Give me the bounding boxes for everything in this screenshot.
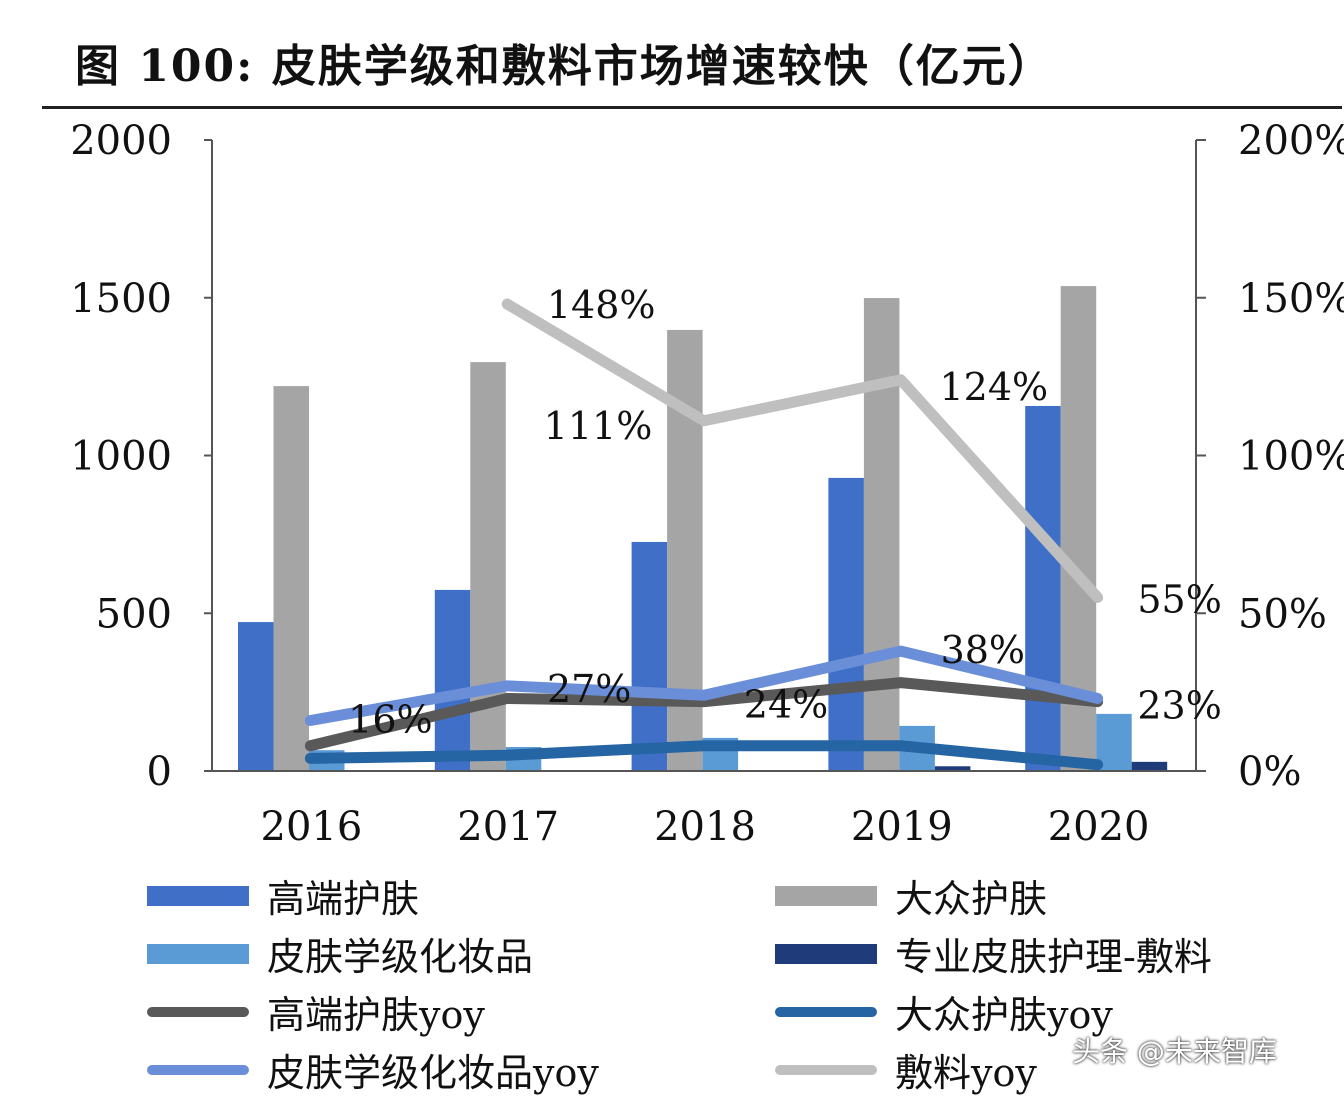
bar-大众护肤-2016 xyxy=(274,386,310,771)
data-label: 124% xyxy=(939,365,1048,409)
line-敷料yoy xyxy=(507,304,1097,597)
legend-item: 大众护肤 xyxy=(775,868,1047,923)
legend-item: 皮肤学级化妆品 xyxy=(147,926,533,981)
data-label: 16% xyxy=(348,698,432,742)
data-label: 148% xyxy=(547,283,656,327)
data-label: 55% xyxy=(1137,577,1221,621)
y2-tick-label: 200% xyxy=(1238,118,1344,164)
legend-swatch xyxy=(147,944,249,964)
y2-tick-label: 0% xyxy=(1238,749,1301,795)
y-tick-label: 1000 xyxy=(70,434,172,480)
bar-专业皮肤护理-敷料-2020 xyxy=(1132,762,1168,771)
bar-高端护肤-2020 xyxy=(1025,406,1061,771)
legend-line-swatch xyxy=(147,1065,249,1075)
bar-高端护肤-2018 xyxy=(632,542,668,771)
legend-item: 高端护肤 xyxy=(147,868,419,923)
legend-swatch xyxy=(147,886,249,906)
legend-swatch xyxy=(775,944,877,964)
legend-swatch xyxy=(775,886,877,906)
x-tick-label: 2020 xyxy=(1048,804,1150,850)
x-tick-label: 2019 xyxy=(851,804,953,850)
bar-大众护肤-2019 xyxy=(864,298,900,771)
legend-item: 大众护肤yoy xyxy=(775,984,1113,1039)
legend-line-swatch xyxy=(775,1007,877,1017)
bar-高端护肤-2017 xyxy=(435,590,471,771)
y2-tick-label: 150% xyxy=(1238,276,1344,322)
bar-高端护肤-2016 xyxy=(238,622,274,771)
data-label: 27% xyxy=(547,667,631,711)
legend-label: 专业皮肤护理-敷料 xyxy=(895,926,1212,981)
y-tick-label: 1500 xyxy=(70,276,172,322)
watermark: 头条 @未来智库 xyxy=(1072,1030,1277,1070)
x-tick-label: 2016 xyxy=(261,804,363,850)
y-tick-label: 2000 xyxy=(70,118,172,164)
data-label: 111% xyxy=(544,404,653,448)
data-label: 38% xyxy=(941,628,1025,672)
y-tick-label: 500 xyxy=(96,591,172,637)
legend-item: 专业皮肤护理-敷料 xyxy=(775,926,1212,981)
y2-tick-label: 100% xyxy=(1238,434,1344,480)
legend-line-swatch xyxy=(147,1007,249,1017)
legend-label: 高端护肤 xyxy=(267,868,419,923)
legend-label: 皮肤学级化妆品yoy xyxy=(267,1042,599,1097)
legend-line-swatch xyxy=(775,1065,877,1075)
legend-item: 高端护肤yoy xyxy=(147,984,485,1039)
legend-item: 皮肤学级化妆品yoy xyxy=(147,1042,599,1097)
y2-tick-label: 50% xyxy=(1238,591,1327,637)
legend-label: 高端护肤yoy xyxy=(267,984,485,1039)
y-tick-label: 0 xyxy=(147,749,172,795)
data-label: 24% xyxy=(744,682,828,726)
legend-label: 皮肤学级化妆品 xyxy=(267,926,533,981)
legend-label: 敷料yoy xyxy=(895,1042,1037,1097)
legend-item: 敷料yoy xyxy=(775,1042,1037,1097)
x-tick-label: 2018 xyxy=(654,804,756,850)
x-tick-label: 2017 xyxy=(457,804,559,850)
legend-label: 大众护肤 xyxy=(895,868,1047,923)
bar-高端护肤-2019 xyxy=(828,478,864,771)
data-label: 23% xyxy=(1137,683,1221,727)
